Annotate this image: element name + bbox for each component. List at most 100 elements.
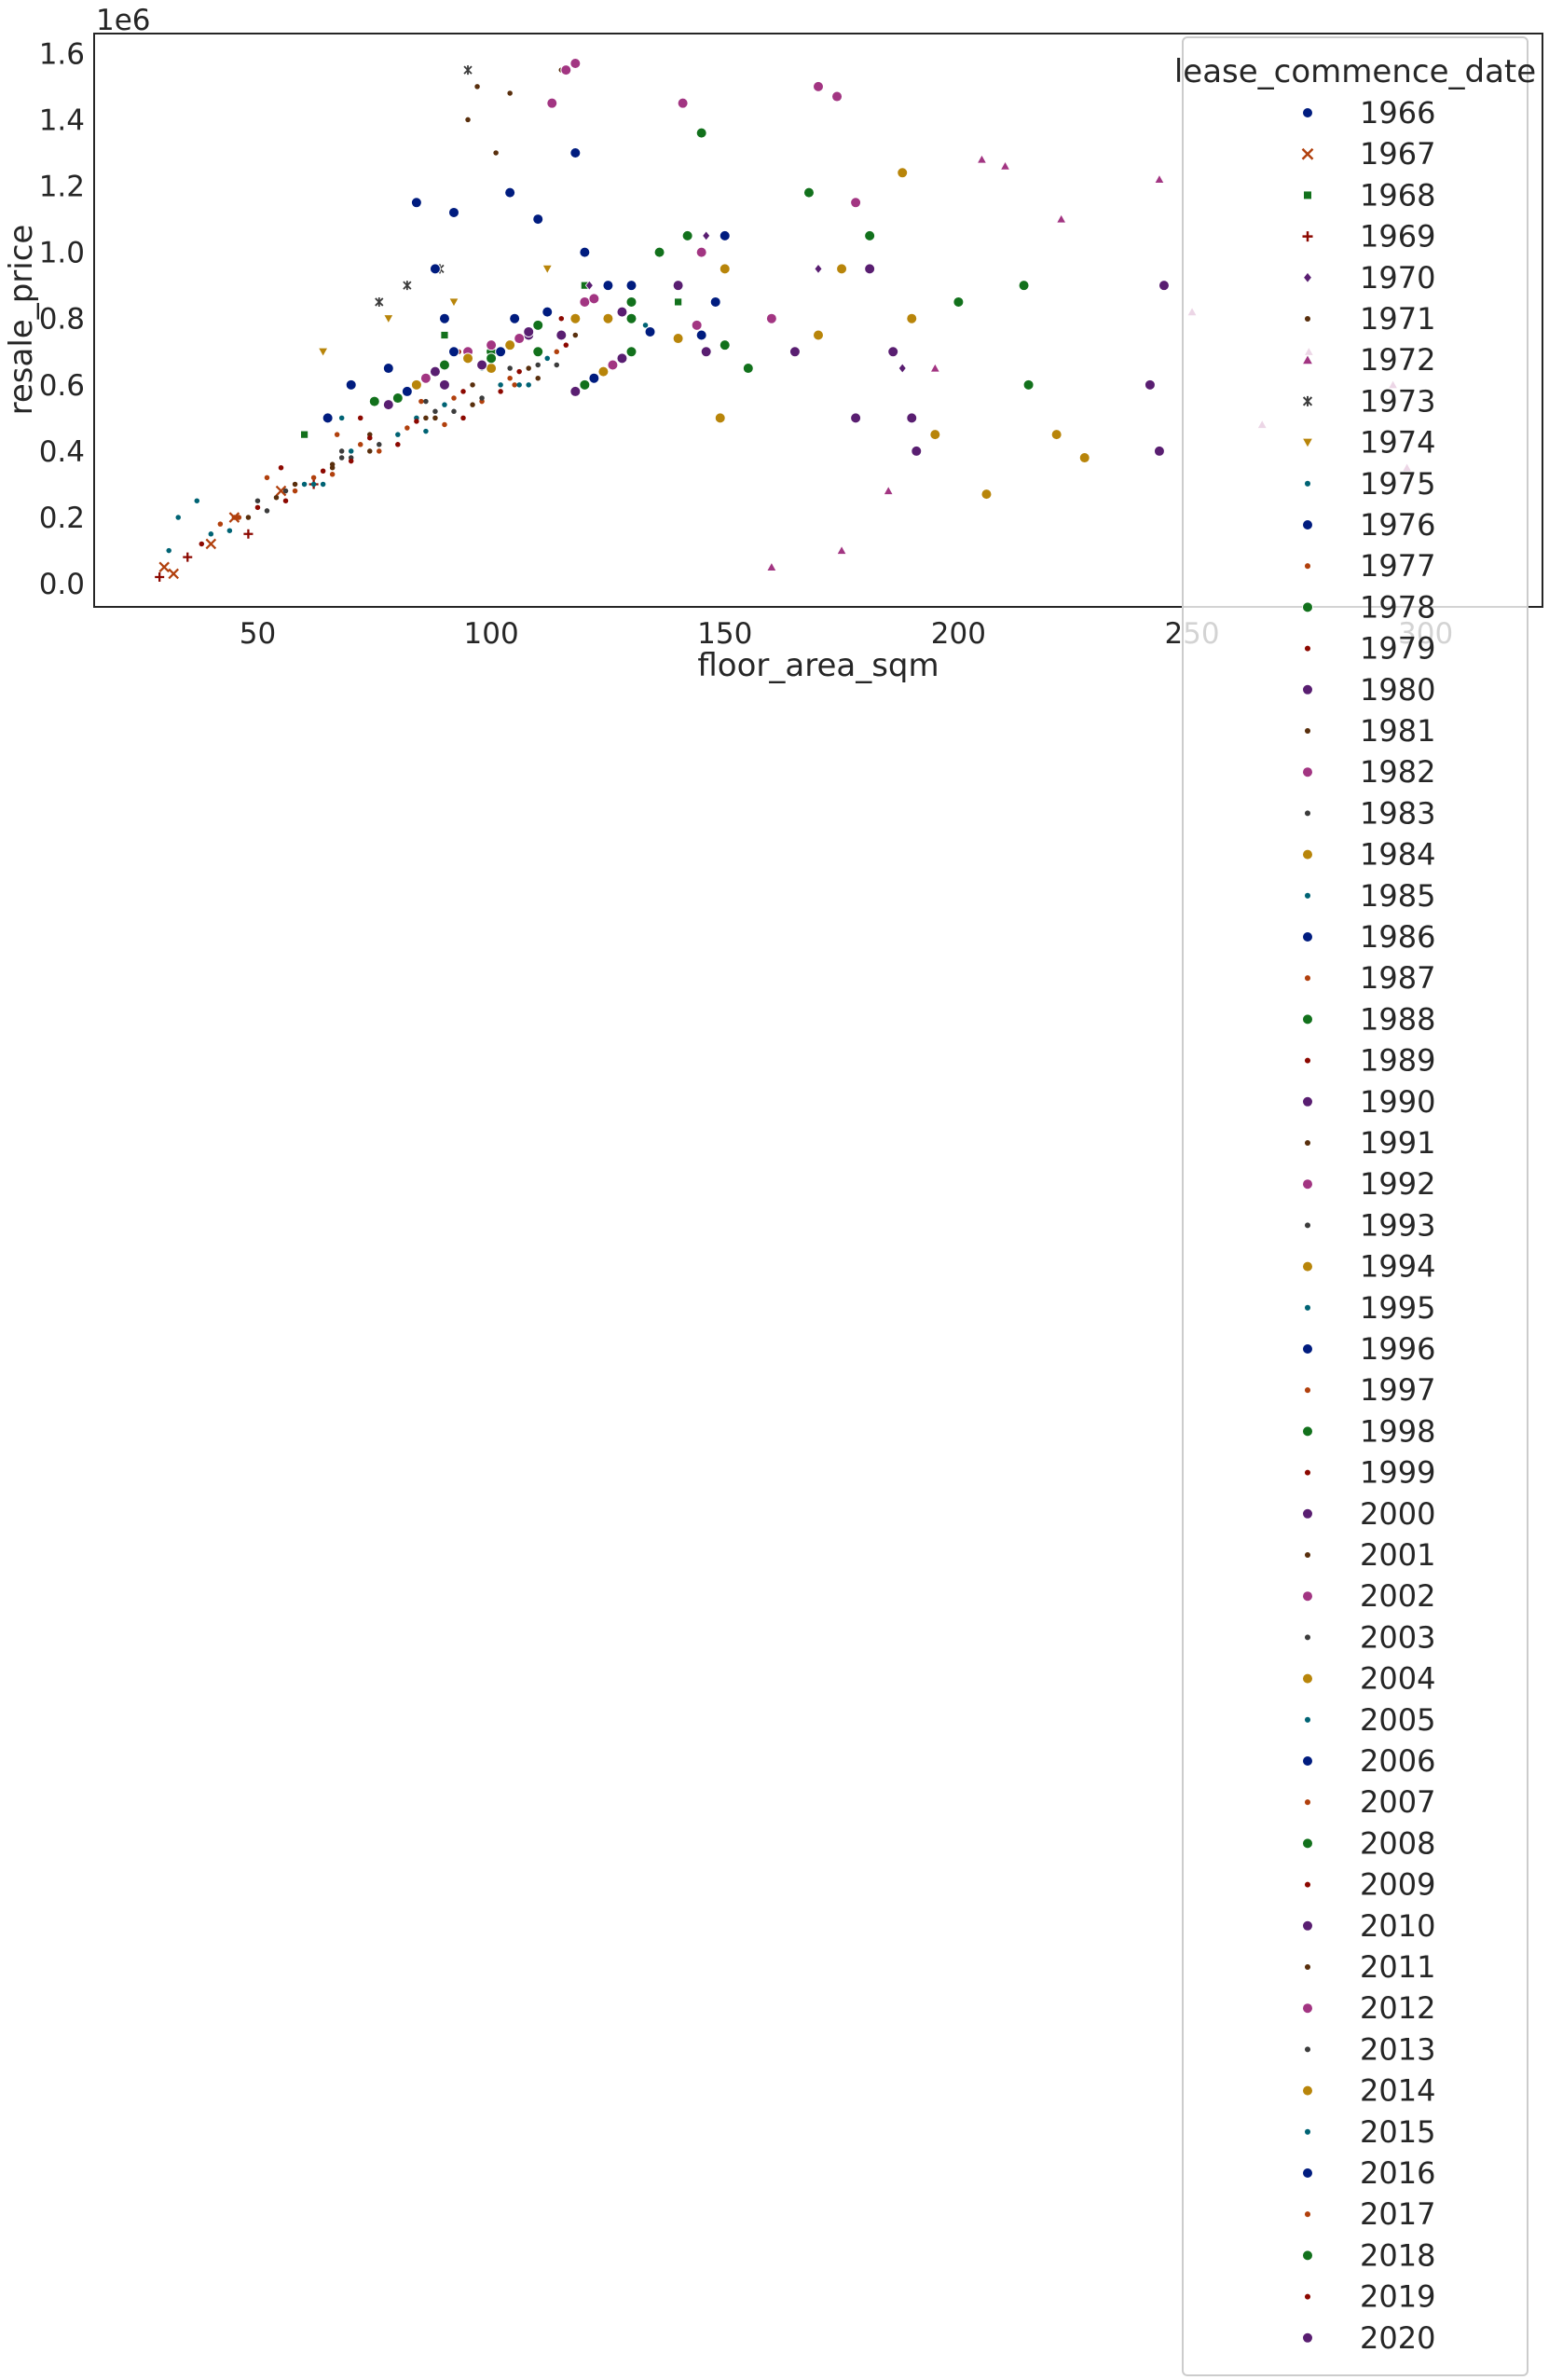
data-point bbox=[802, 186, 815, 199]
legend-entry: 1986 bbox=[1302, 919, 1435, 955]
legend-marker bbox=[1304, 1469, 1311, 1476]
data-point bbox=[348, 448, 354, 454]
data-point bbox=[155, 572, 165, 583]
legend-marker bbox=[1304, 892, 1311, 899]
legend-label: 1998 bbox=[1360, 1413, 1435, 1449]
legend-marker bbox=[1301, 147, 1314, 160]
legend-label: 2015 bbox=[1360, 2114, 1435, 2150]
data-point bbox=[264, 508, 270, 514]
data-point bbox=[432, 408, 438, 415]
data-point bbox=[516, 382, 522, 388]
legend-label: 1967 bbox=[1360, 136, 1435, 172]
data-point bbox=[404, 425, 410, 431]
data-point bbox=[254, 498, 261, 503]
data-point bbox=[523, 325, 535, 337]
data-point bbox=[199, 541, 205, 547]
legend-label: 1968 bbox=[1360, 177, 1435, 213]
legend-label: 2017 bbox=[1360, 2196, 1435, 2232]
legend-entry: 2017 bbox=[1304, 2196, 1435, 2232]
data-point bbox=[836, 544, 847, 555]
data-point bbox=[338, 455, 345, 461]
legend-label: 2013 bbox=[1360, 2031, 1435, 2067]
legend-marker bbox=[1302, 231, 1313, 242]
data-point bbox=[625, 346, 637, 358]
legend-label: 2001 bbox=[1360, 1537, 1435, 1573]
legend-entry: 1968 bbox=[1303, 177, 1435, 213]
data-point bbox=[498, 382, 503, 388]
legend-marker bbox=[1302, 1260, 1313, 1273]
data-point bbox=[429, 365, 441, 378]
data-point bbox=[507, 90, 513, 96]
data-point bbox=[334, 432, 340, 437]
data-point bbox=[607, 359, 619, 371]
legend-marker bbox=[1302, 1919, 1313, 1932]
data-point bbox=[322, 412, 334, 424]
data-point bbox=[541, 306, 554, 318]
data-point bbox=[175, 515, 181, 520]
legend-entry: 2004 bbox=[1302, 1661, 1435, 1697]
data-point bbox=[572, 332, 579, 338]
data-point bbox=[602, 312, 614, 324]
legend-entry: 1997 bbox=[1304, 1372, 1435, 1408]
legend-entry: 2011 bbox=[1304, 1949, 1435, 1985]
data-point bbox=[194, 498, 200, 503]
data-point bbox=[217, 521, 224, 527]
legend-entry: 2007 bbox=[1304, 1784, 1435, 1820]
data-point bbox=[465, 117, 471, 123]
legend-entry: 1995 bbox=[1304, 1290, 1435, 1326]
legend-label: 2000 bbox=[1360, 1496, 1435, 1532]
data-point bbox=[700, 346, 712, 358]
legend-marker bbox=[1302, 1178, 1313, 1190]
data-point bbox=[850, 197, 862, 209]
data-point bbox=[953, 296, 965, 308]
data-point bbox=[999, 160, 1011, 171]
legend-label: 1994 bbox=[1360, 1249, 1435, 1285]
legend-entry: 2008 bbox=[1302, 1825, 1435, 1861]
data-point bbox=[677, 97, 689, 109]
legend-marker bbox=[1302, 2084, 1313, 2097]
legend-entry: 2012 bbox=[1302, 1990, 1435, 2026]
data-point bbox=[719, 263, 731, 275]
data-point bbox=[532, 346, 544, 358]
legend-marker bbox=[1301, 353, 1314, 365]
data-point bbox=[906, 312, 918, 324]
data-point bbox=[275, 485, 287, 497]
data-point bbox=[597, 365, 610, 378]
data-point bbox=[625, 312, 637, 324]
data-point bbox=[555, 329, 568, 341]
data-point bbox=[906, 412, 918, 424]
data-point bbox=[205, 538, 217, 550]
data-point bbox=[1018, 280, 1030, 292]
legend-marker bbox=[1302, 2332, 1313, 2344]
legend-entry: 1980 bbox=[1302, 672, 1435, 708]
data-point bbox=[813, 329, 824, 341]
data-point bbox=[486, 363, 498, 375]
data-point bbox=[423, 428, 429, 434]
data-point bbox=[479, 395, 485, 401]
data-point bbox=[493, 150, 499, 156]
data-point bbox=[691, 319, 703, 331]
legend-label: 2008 bbox=[1360, 1825, 1435, 1861]
data-point bbox=[509, 312, 521, 324]
data-point bbox=[546, 97, 558, 109]
legend-entry: 1987 bbox=[1304, 960, 1435, 996]
legend-marker bbox=[1304, 975, 1311, 982]
data-point bbox=[348, 458, 354, 464]
legend-entry: 1988 bbox=[1302, 1001, 1435, 1037]
data-point bbox=[451, 408, 457, 415]
x-axis-label: floor_area_sqm bbox=[697, 647, 939, 684]
legend-label: 2002 bbox=[1360, 1578, 1435, 1614]
legend-marker bbox=[1304, 2046, 1311, 2053]
legend-entry: 1967 bbox=[1301, 136, 1435, 172]
x-tick-label: 100 bbox=[464, 617, 519, 651]
data-point bbox=[486, 352, 498, 365]
legend: lease_commence_date 1966 1967 1968 1969 1970… bbox=[1174, 36, 1536, 2376]
data-point bbox=[442, 402, 447, 407]
data-point bbox=[813, 80, 824, 92]
legend-marker bbox=[1304, 563, 1311, 570]
data-point bbox=[245, 515, 252, 520]
data-point bbox=[1158, 280, 1170, 292]
data-point bbox=[516, 368, 522, 375]
legend-marker bbox=[1304, 1139, 1311, 1147]
legend-label: 2014 bbox=[1360, 2073, 1435, 2109]
